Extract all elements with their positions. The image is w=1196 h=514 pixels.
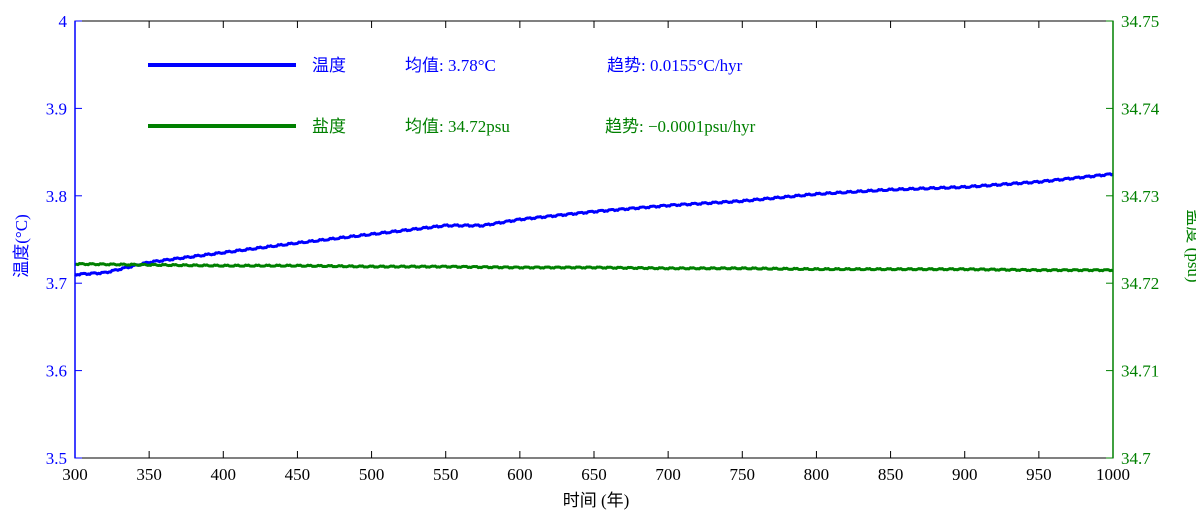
right-y-axis-ticks: 34.7 34.71 34.72 34.73 34.74 34.75	[1106, 12, 1160, 468]
x-tick-label: 850	[878, 465, 904, 484]
legend: 温度 均值: 3.78°C 趋势: 0.0155°C/hyr 盐度 均值: 34…	[148, 56, 756, 136]
left-y-axis-ticks: 3.5 3.6 3.7 3.8 3.9 4	[46, 12, 82, 468]
legend-trend-salinity: 趋势: −0.0001psu/hyr	[605, 117, 756, 136]
series-lines	[74, 172, 1114, 277]
right-y-tick-label: 34.73	[1121, 187, 1159, 206]
plot-frame	[74, 20, 1114, 459]
x-axis-label: 时间 (年)	[563, 491, 630, 510]
left-y-tick-label: 3.9	[46, 99, 67, 118]
left-y-tick-label: 3.6	[46, 362, 67, 381]
legend-mean-temperature: 均值: 3.78°C	[405, 56, 496, 75]
x-tick-label: 800	[804, 465, 830, 484]
x-tick-label: 750	[730, 465, 756, 484]
x-tick-label: 950	[1026, 465, 1052, 484]
x-tick-label: 500	[359, 465, 385, 484]
x-tick-label: 450	[285, 465, 311, 484]
left-y-tick-label: 3.8	[46, 187, 67, 206]
x-tick-label: 400	[211, 465, 237, 484]
x-tick-label: 650	[581, 465, 607, 484]
legend-name-salinity: 盐度	[312, 117, 346, 136]
series-line-salinity	[74, 262, 1114, 273]
x-axis-ticks: 300 350 400 450 500 550 600 650 700 750 800 850 900 9…	[62, 21, 1130, 484]
legend-trend-temperature: 趋势: 0.0155°C/hyr	[607, 56, 743, 75]
legend-name-temperature: 温度	[312, 56, 346, 75]
series-line-temperature	[74, 172, 1114, 277]
left-y-axis-label: 温度(°C)	[12, 214, 31, 277]
right-y-tick-label: 34.71	[1121, 362, 1159, 381]
x-tick-label: 350	[136, 465, 162, 484]
right-y-tick-label: 34.74	[1121, 99, 1160, 118]
x-tick-label: 550	[433, 465, 459, 484]
x-tick-label: 600	[507, 465, 533, 484]
right-y-tick-label: 34.72	[1121, 274, 1159, 293]
right-y-tick-label: 34.75	[1121, 12, 1159, 31]
x-tick-label: 300	[62, 465, 88, 484]
right-y-tick-label: 34.7	[1121, 449, 1151, 468]
left-y-tick-label: 4	[59, 12, 68, 31]
x-tick-label: 700	[655, 465, 681, 484]
right-y-axis-label: 盐度 (psu)	[1184, 209, 1196, 282]
x-tick-label: 900	[952, 465, 978, 484]
x-tick-label: 1000	[1096, 465, 1130, 484]
left-y-tick-label: 3.5	[46, 449, 67, 468]
left-y-tick-label: 3.7	[46, 274, 68, 293]
legend-mean-salinity: 均值: 34.72psu	[405, 117, 510, 136]
